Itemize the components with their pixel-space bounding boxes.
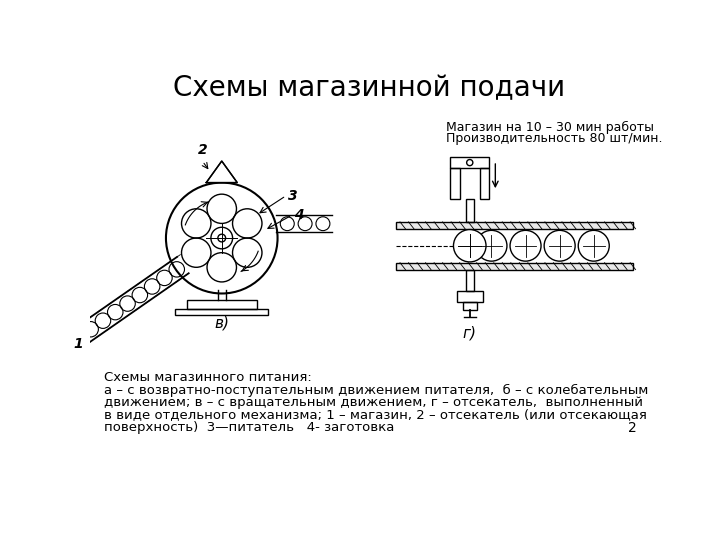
Bar: [456, 291, 483, 302]
Text: поверхность)  3—питатель   4- заготовка: поверхность) 3—питатель 4- заготовка: [104, 421, 395, 434]
Text: 4: 4: [294, 208, 303, 222]
Bar: [466, 269, 474, 291]
Text: а – с возвратно-поступательным движением питателя,  б – с колебательным: а – с возвратно-поступательным движением…: [104, 383, 648, 397]
Text: в виде отдельного механизма; 1 – магазин, 2 – отсекатель (или отсекающая: в виде отдельного механизма; 1 – магазин…: [104, 408, 647, 421]
Text: 3: 3: [287, 188, 297, 202]
Bar: [451, 168, 459, 199]
Polygon shape: [206, 161, 238, 183]
Text: Магазин на 10 – 30 мин работы: Магазин на 10 – 30 мин работы: [446, 122, 654, 134]
Text: 2: 2: [628, 421, 636, 435]
Bar: [451, 157, 489, 168]
Text: в): в): [215, 315, 229, 330]
Text: 2: 2: [197, 143, 207, 157]
Text: Производительность 80 шт/мин.: Производительность 80 шт/мин.: [446, 132, 663, 145]
Bar: [396, 222, 632, 229]
Text: 1: 1: [73, 338, 83, 351]
Circle shape: [454, 230, 486, 262]
Bar: [187, 300, 256, 309]
Bar: [480, 168, 489, 199]
Text: Схемы магазинной подачи: Схемы магазинной подачи: [173, 74, 565, 102]
Text: движением; в – с вращательным движением, г – отсекатель,  выполненный: движением; в – с вращательным движением,…: [104, 396, 643, 409]
Bar: [175, 309, 269, 315]
Bar: [466, 199, 474, 222]
Bar: [396, 262, 632, 269]
Text: г): г): [463, 325, 477, 340]
Circle shape: [218, 234, 225, 242]
Circle shape: [467, 159, 473, 166]
Bar: [463, 302, 477, 309]
Text: Схемы магазинного питания:: Схемы магазинного питания:: [104, 372, 312, 384]
